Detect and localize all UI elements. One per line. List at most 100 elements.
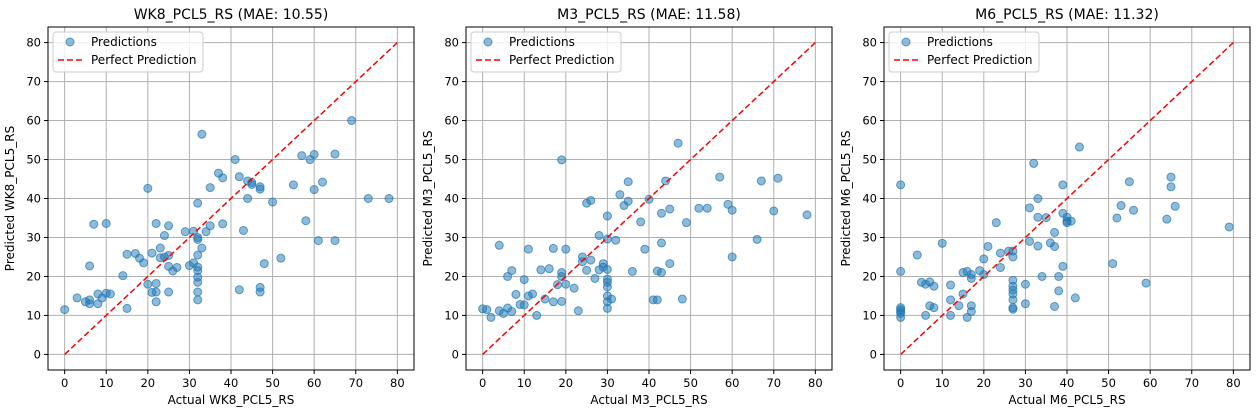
scatter-point	[557, 155, 567, 165]
y-tick-label: 30	[862, 230, 877, 244]
y-axis-label: Predicted WK8_PCL5_RS	[3, 126, 17, 271]
scatter-point	[1033, 212, 1043, 222]
scatter-point	[147, 248, 157, 258]
scatter-point	[1033, 194, 1043, 203]
scatter-point	[297, 151, 307, 161]
x-tick-label: 0	[897, 376, 904, 390]
x-tick-label: 80	[1226, 376, 1241, 390]
legend-marker-predictions	[901, 37, 911, 47]
scatter-point	[1166, 182, 1176, 192]
scatter-point	[238, 225, 248, 235]
legend-label-predictions: Predictions	[509, 35, 575, 49]
scatter-point	[656, 268, 666, 278]
x-tick-label: 60	[1143, 376, 1158, 390]
scatter-point	[151, 278, 161, 288]
scatter-point	[991, 218, 1001, 228]
scatter-point	[582, 265, 592, 275]
scatter-point	[1116, 201, 1126, 211]
y-tick-label: 50	[26, 153, 41, 167]
scatter-point	[756, 176, 766, 186]
scatter-point	[640, 244, 650, 254]
scatter-point	[268, 197, 278, 207]
scatter-point	[602, 211, 612, 221]
scatter-point	[602, 282, 612, 292]
y-tick-label: 30	[26, 230, 41, 244]
x-axis-label: Actual M6_PCL5_RS	[1008, 393, 1125, 407]
scatter-point	[1050, 241, 1060, 251]
y-tick-label: 0	[870, 347, 877, 361]
x-tick-label: 70	[1184, 376, 1199, 390]
scatter-point	[594, 231, 604, 241]
scatter-point	[159, 231, 169, 241]
x-tick-label: 80	[390, 376, 405, 390]
scatter-point	[384, 194, 394, 203]
scatter-point	[1124, 177, 1134, 187]
scatter-point	[164, 287, 174, 297]
scatter-point	[85, 299, 95, 309]
scatter-point	[122, 303, 132, 313]
scatter-point	[946, 310, 956, 320]
scatter-point	[1054, 271, 1064, 281]
scatter-point	[677, 294, 687, 304]
scatter-point	[661, 176, 671, 186]
scatter-point	[486, 312, 496, 322]
legend-box	[888, 31, 1040, 73]
scatter-point	[946, 280, 956, 290]
scatter-point	[193, 277, 203, 287]
x-tick-label: 20	[558, 376, 573, 390]
scatter-point	[623, 177, 633, 187]
x-tick-label: 60	[725, 376, 740, 390]
scatter-point	[101, 218, 111, 228]
legend: Predictions Perfect Prediction	[888, 31, 1040, 73]
scatter-point	[288, 180, 298, 190]
scatter-point	[1129, 205, 1139, 215]
scatter-point	[60, 305, 70, 315]
scatter-point	[590, 273, 600, 283]
y-tick-label: 20	[862, 269, 877, 283]
chart-panel-m3: 0 10 20 30 40 50 60 70 80 0 10 20 30 40 50 60 70 80 M3_PCL…	[421, 7, 833, 407]
perfect-prediction-line	[64, 42, 398, 355]
scatter-point	[318, 177, 327, 187]
legend-label-perfect-prediction: Perfect Prediction	[91, 53, 196, 67]
scatter-point	[694, 203, 704, 213]
x-tick-label: 50	[683, 376, 698, 390]
scatter-point	[143, 183, 153, 193]
scatter-point	[611, 235, 621, 245]
y-tick-label: 40	[26, 192, 41, 206]
x-tick-label: 10	[517, 376, 532, 390]
scatter-point	[301, 216, 311, 226]
scatter-point	[230, 155, 240, 165]
scatter-point	[602, 303, 612, 313]
y-tick-label: 70	[26, 75, 41, 89]
x-tick-label: 30	[1018, 376, 1033, 390]
scatter-point	[1008, 252, 1018, 262]
scatter-point	[1033, 241, 1043, 251]
y-tick-label: 0	[34, 347, 41, 361]
y-tick-label: 80	[444, 36, 459, 50]
scatter-point	[151, 297, 161, 307]
scatter-point	[507, 266, 517, 276]
scatter-point	[528, 289, 538, 299]
y-tick-label: 10	[444, 308, 459, 322]
x-tick-label: 30	[182, 376, 197, 390]
x-tick-label: 40	[642, 376, 657, 390]
scatter-point	[255, 184, 265, 194]
legend-label-predictions: Predictions	[927, 35, 993, 49]
y-tick-label: 70	[444, 75, 459, 89]
scatter-point	[929, 281, 939, 291]
scatter-point	[1058, 180, 1068, 190]
scatter-point	[1162, 214, 1172, 224]
perfect-prediction-line	[900, 42, 1234, 355]
chart-title: M3_PCL5_RS (MAE: 11.58)	[557, 7, 741, 23]
x-tick-label: 10	[935, 376, 950, 390]
x-axis-label: Actual M3_PCL5_RS	[590, 393, 707, 407]
scatter-point	[896, 266, 906, 276]
scatter-point	[1170, 201, 1180, 211]
scatter-point	[243, 194, 253, 203]
legend-box	[470, 31, 622, 73]
x-tick-label: 70	[348, 376, 363, 390]
x-tick-label: 80	[808, 376, 823, 390]
scatter-point	[966, 301, 976, 311]
scatter-point	[966, 273, 976, 283]
